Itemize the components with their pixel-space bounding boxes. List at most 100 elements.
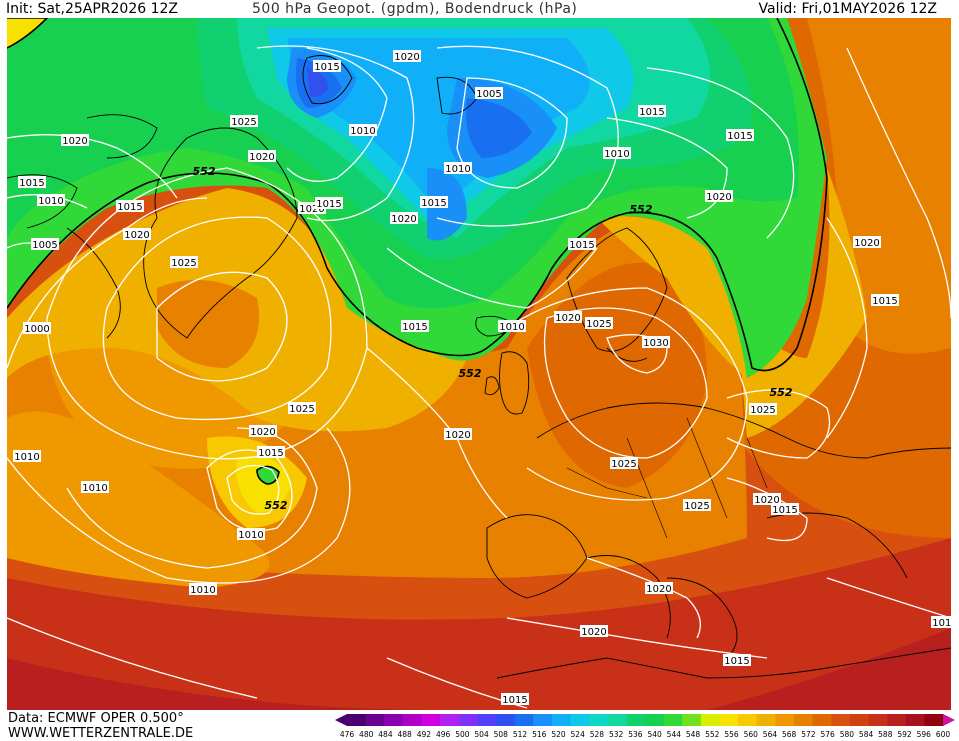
svg-text:1025: 1025 [231, 117, 256, 128]
isobar-label: 1020 [705, 190, 733, 203]
isobar-label: 1015 [723, 654, 751, 667]
colorbar-swatch [551, 714, 571, 726]
colorbar-tick-label: 508 [494, 730, 509, 739]
colorbar-tick-label: 524 [571, 730, 586, 739]
colorbar-tick-label: 496 [436, 730, 451, 739]
svg-text:1015: 1015 [502, 695, 527, 706]
isobar-label: 1020 [248, 150, 276, 163]
colorbar-tick-label: 548 [686, 730, 701, 739]
isobar-label: 1025 [170, 256, 198, 269]
svg-text:1010: 1010 [38, 196, 63, 207]
isobar-label: 1020 [61, 134, 89, 147]
isobar-label: 1015 [568, 238, 596, 251]
colorbar-tick-label: 556 [724, 730, 739, 739]
colorbar-swatch [868, 714, 888, 726]
isobar-label: 1010 [931, 616, 951, 629]
svg-text:1015: 1015 [569, 240, 594, 251]
colorbar-swatch [887, 714, 907, 726]
colorbar-tick-label: 540 [647, 730, 662, 739]
isobar-label: 1025 [585, 317, 613, 330]
colorbar-swatch [421, 714, 441, 726]
svg-text:1015: 1015 [402, 322, 427, 333]
colorbar-swatch [812, 714, 832, 726]
colorbar-swatch [756, 714, 776, 726]
colorbar-tick-label: 576 [820, 730, 835, 739]
isobar-label: 1010 [189, 583, 217, 596]
colorbar-tick-label: 580 [840, 730, 855, 739]
svg-text:1015: 1015 [727, 131, 752, 142]
isobar-label: 1010 [37, 194, 65, 207]
isobar-label: 1015 [401, 320, 429, 333]
colorbar-tick-label: 492 [417, 730, 432, 739]
svg-text:1020: 1020 [754, 495, 779, 506]
colorbar-swatch [905, 714, 925, 726]
svg-text:1010: 1010 [604, 149, 629, 160]
svg-text:1010: 1010 [14, 452, 39, 463]
colorbar-swatch [775, 714, 795, 726]
svg-text:1015: 1015 [19, 178, 44, 189]
colorbar-tick-label: 520 [551, 730, 566, 739]
colorbar-swatch [738, 714, 758, 726]
isobar-label: 1025 [683, 499, 711, 512]
isobar-label: 1015 [116, 200, 144, 213]
colorbar-tick-label: 488 [398, 730, 413, 739]
colorbar-swatch [384, 714, 404, 726]
isobar-label: 1030 [642, 336, 670, 349]
svg-text:1025: 1025 [289, 404, 314, 415]
colorbar-swatch [682, 714, 702, 726]
colorbar-tick-label: 484 [378, 730, 393, 739]
isobar-label: 1005 [31, 238, 59, 251]
height-label-552: 552 [630, 203, 653, 216]
colorbar-swatch [831, 714, 851, 726]
isobar-labels: 1015102010051025102010101015101510101020… [13, 50, 951, 706]
isobar-label: 1020 [390, 212, 418, 225]
svg-text:1015: 1015 [421, 198, 446, 209]
isobar-label: 1015 [501, 693, 529, 706]
svg-text:1020: 1020 [555, 313, 580, 324]
colorbar-arrow-right [943, 714, 955, 726]
isobar-label: 1020 [645, 582, 673, 595]
svg-text:1020: 1020 [646, 584, 671, 595]
isobar-label: 1020 [393, 50, 421, 63]
colorbar-tick-label: 504 [474, 730, 489, 739]
height-labels: 552 552 552 552 552 [193, 165, 793, 512]
colorbar-swatch [533, 714, 553, 726]
isobar-label: 1015 [771, 503, 799, 516]
isobar-label: 1015 [726, 129, 754, 142]
colorbar-tick-label: 528 [590, 730, 605, 739]
svg-text:1030: 1030 [643, 338, 668, 349]
svg-text:1025: 1025 [171, 258, 196, 269]
svg-text:1015: 1015 [316, 199, 341, 210]
colorbar-legend: 476 480 484 488 492 496 500 504 508 512 516 520 524 5… [335, 714, 955, 739]
colorbar-tick-label: 600 [936, 730, 951, 739]
colorbar-swatches [335, 714, 955, 726]
isobar-label: 1010 [81, 481, 109, 494]
isobar-label: 1015 [257, 446, 285, 459]
colorbar-tick-label: 500 [455, 730, 470, 739]
colorbar-arrow-left [335, 714, 347, 726]
isobar-label: 1020 [123, 228, 151, 241]
isobar-label: 1010 [444, 162, 472, 175]
height-label-552: 552 [265, 499, 288, 512]
svg-text:1015: 1015 [872, 296, 897, 307]
isobar-label: 1015 [18, 176, 46, 189]
height-label-552: 552 [193, 165, 216, 178]
svg-text:1010: 1010 [932, 618, 951, 629]
website-credit: WWW.WETTERZENTRALE.DE [8, 726, 194, 741]
isobar-label: 1025 [749, 403, 777, 416]
svg-text:1020: 1020 [854, 238, 879, 249]
colorbar-tick-label: 532 [609, 730, 624, 739]
svg-text:1015: 1015 [117, 202, 142, 213]
svg-text:1010: 1010 [190, 585, 215, 596]
svg-text:1020: 1020 [250, 427, 275, 438]
colorbar-swatch [496, 714, 516, 726]
colorbar-tick-label: 568 [782, 730, 797, 739]
svg-text:1015: 1015 [639, 107, 664, 118]
colorbar-ticks: 476 480 484 488 492 496 500 504 508 512 516 520 524 5… [340, 730, 951, 739]
svg-text:1010: 1010 [499, 322, 524, 333]
colorbar-tick-label: 596 [917, 730, 932, 739]
svg-text:1025: 1025 [684, 501, 709, 512]
isobar-label: 1020 [753, 493, 781, 506]
svg-text:1025: 1025 [611, 459, 636, 470]
colorbar-swatch [719, 714, 739, 726]
